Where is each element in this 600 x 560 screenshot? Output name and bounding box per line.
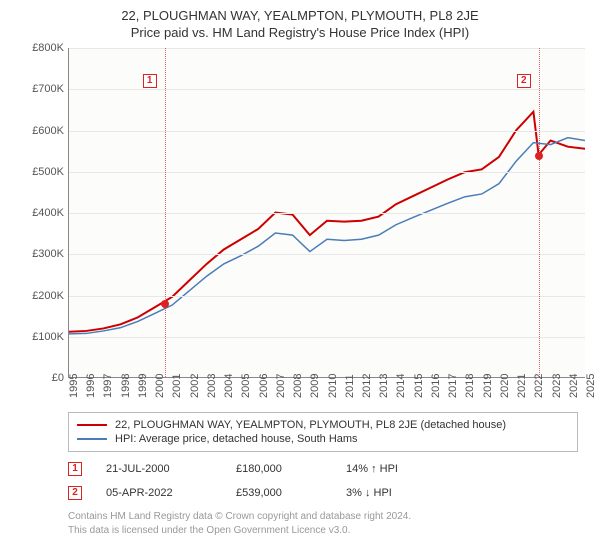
- gridline-h: [69, 89, 585, 90]
- event-price: £539,000: [236, 487, 346, 499]
- event-list: 1 21-JUL-2000£180,00014% ↑ HPI 2 05-APR-202…: [12, 462, 588, 500]
- y-tick-label: £500K: [20, 166, 64, 178]
- x-axis-labels: 1995199619971998199920002001200220032004…: [68, 380, 585, 408]
- y-tick-label: £400K: [20, 207, 64, 219]
- legend-swatch: [77, 424, 107, 426]
- legend-item: 22, PLOUGHMAN WAY, YEALMPTON, PLYMOUTH, …: [77, 418, 569, 432]
- gridline-h: [69, 172, 585, 173]
- legend-box: 22, PLOUGHMAN WAY, YEALMPTON, PLYMOUTH, …: [68, 412, 578, 452]
- event-vline: [165, 48, 166, 377]
- y-tick-label: £200K: [20, 290, 64, 302]
- event-row: 2 05-APR-2022£539,0003% ↓ HPI: [68, 486, 588, 500]
- event-row: 1 21-JUL-2000£180,00014% ↑ HPI: [68, 462, 588, 476]
- legend-swatch: [77, 438, 107, 440]
- footnote: Contains HM Land Registry data © Crown c…: [68, 510, 588, 537]
- event-price: £180,000: [236, 463, 346, 475]
- legend-label: HPI: Average price, detached house, Sout…: [115, 433, 358, 445]
- gridline-h: [69, 254, 585, 255]
- series-line: [69, 138, 585, 334]
- event-marker: 1: [68, 462, 82, 476]
- legend-item: HPI: Average price, detached house, Sout…: [77, 432, 569, 446]
- y-tick-label: £600K: [20, 125, 64, 137]
- x-tick-label: 2025: [585, 374, 600, 398]
- event-marker: 2: [68, 486, 82, 500]
- sale-point-dot: [161, 300, 169, 308]
- event-marker-box: 1: [143, 74, 157, 88]
- event-marker-box: 2: [517, 74, 531, 88]
- gridline-h: [69, 296, 585, 297]
- y-tick-label: £700K: [20, 83, 64, 95]
- sale-point-dot: [535, 152, 543, 160]
- footnote-line-1: Contains HM Land Registry data © Crown c…: [68, 510, 588, 524]
- gridline-h: [69, 48, 585, 49]
- y-tick-label: £300K: [20, 248, 64, 260]
- event-pct: 3% ↓ HPI: [346, 487, 466, 499]
- y-tick-label: £100K: [20, 331, 64, 343]
- chart-title: 22, PLOUGHMAN WAY, YEALMPTON, PLYMOUTH, …: [12, 8, 588, 23]
- gridline-h: [69, 131, 585, 132]
- event-pct: 14% ↑ HPI: [346, 463, 466, 475]
- y-tick-label: £0: [20, 372, 64, 384]
- legend-label: 22, PLOUGHMAN WAY, YEALMPTON, PLYMOUTH, …: [115, 419, 506, 431]
- series-line: [69, 112, 585, 332]
- plot-region: 12: [68, 48, 585, 378]
- gridline-h: [69, 213, 585, 214]
- footnote-line-2: This data is licensed under the Open Gov…: [68, 524, 588, 538]
- chart-container: 22, PLOUGHMAN WAY, YEALMPTON, PLYMOUTH, …: [0, 0, 600, 560]
- chart-subtitle: Price paid vs. HM Land Registry's House …: [12, 25, 588, 40]
- event-date: 05-APR-2022: [106, 487, 236, 499]
- chart-area: £0£100K£200K£300K£400K£500K£600K£700K£80…: [20, 48, 585, 408]
- event-vline: [539, 48, 540, 377]
- y-tick-label: £800K: [20, 42, 64, 54]
- gridline-h: [69, 337, 585, 338]
- event-date: 21-JUL-2000: [106, 463, 236, 475]
